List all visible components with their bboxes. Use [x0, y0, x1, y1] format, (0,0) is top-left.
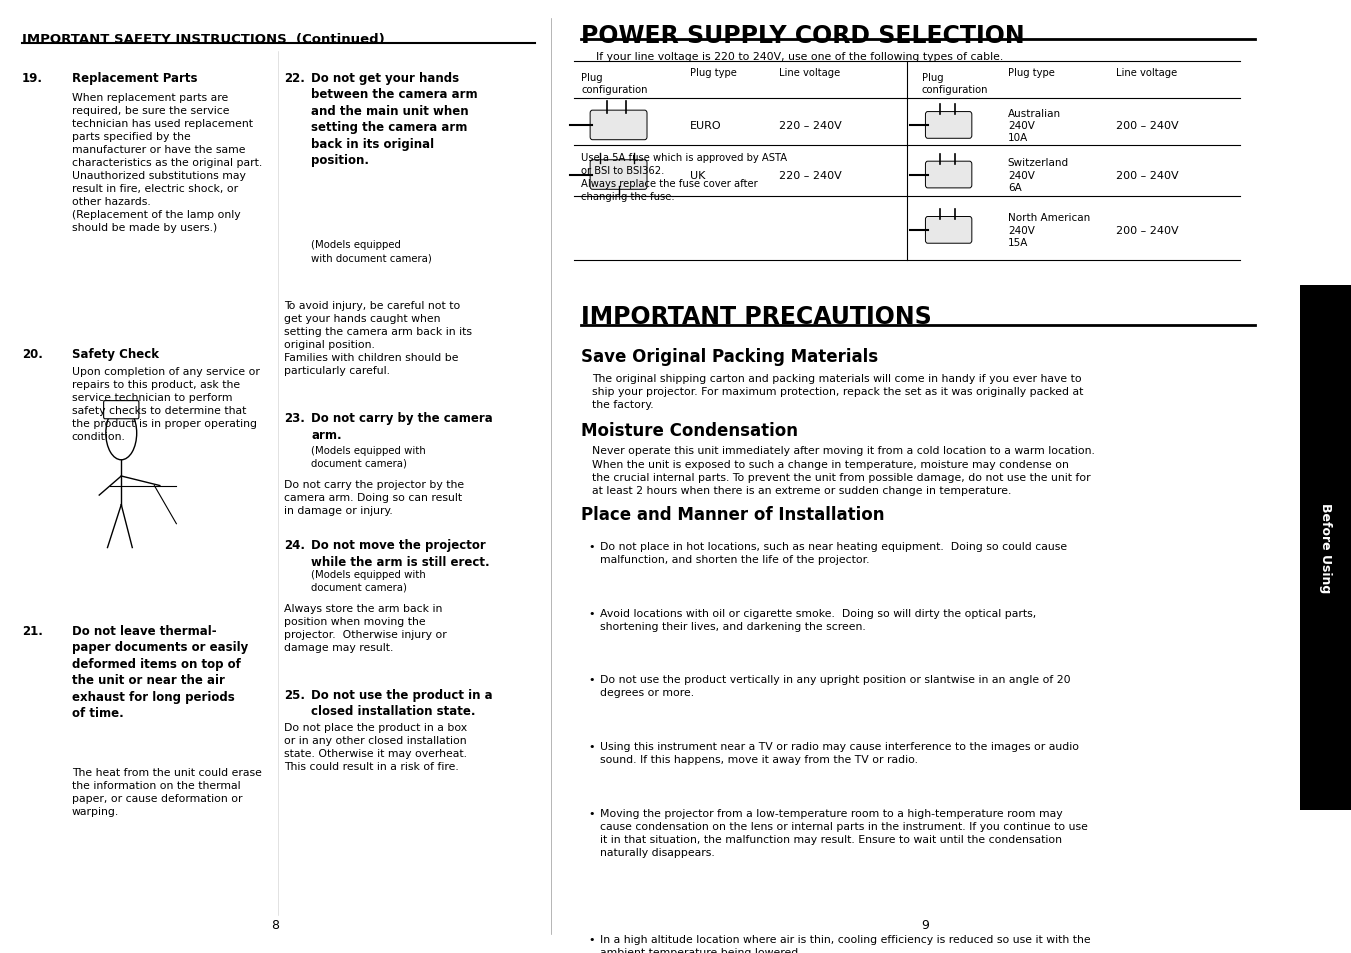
- FancyBboxPatch shape: [925, 112, 971, 139]
- Text: Do not carry the projector by the
camera arm. Doing so can result
in damage or i: Do not carry the projector by the camera…: [284, 479, 463, 516]
- Text: Always store the arm back in
position when moving the
projector.  Otherwise inju: Always store the arm back in position wh…: [284, 603, 447, 652]
- Text: 8: 8: [272, 918, 280, 931]
- Text: (Models equipped
with document camera): (Models equipped with document camera): [312, 240, 432, 263]
- FancyBboxPatch shape: [925, 217, 971, 244]
- Text: Plug
configuration: Plug configuration: [921, 73, 988, 95]
- Text: Avoid locations with oil or cigarette smoke.  Doing so will dirty the optical pa: Avoid locations with oil or cigarette sm…: [600, 608, 1036, 631]
- Text: •: •: [589, 808, 596, 818]
- Text: Do not use the product vertically in any upright position or slantwise in an ang: Do not use the product vertically in any…: [600, 675, 1070, 698]
- Text: Before Using: Before Using: [1319, 503, 1332, 593]
- Text: Plug type: Plug type: [1008, 68, 1055, 77]
- Text: When replacement parts are
required, be sure the service
technician has used rep: When replacement parts are required, be …: [72, 92, 262, 233]
- Text: •: •: [589, 608, 596, 618]
- Text: Save Original Packing Materials: Save Original Packing Materials: [581, 348, 878, 366]
- Text: Line voltage: Line voltage: [780, 68, 840, 77]
- Text: Australian
240V
10A: Australian 240V 10A: [1008, 109, 1061, 143]
- Text: Do not place in hot locations, such as near heating equipment.  Doing so could c: Do not place in hot locations, such as n…: [600, 541, 1067, 564]
- Text: Upon completion of any service or
repairs to this product, ask the
service techn: Upon completion of any service or repair…: [72, 367, 259, 442]
- Text: 25.: 25.: [284, 688, 305, 701]
- Text: 19.: 19.: [22, 71, 43, 85]
- Text: Switzerland
240V
6A: Switzerland 240V 6A: [1008, 158, 1069, 193]
- Text: Moisture Condensation: Moisture Condensation: [581, 421, 798, 439]
- Text: Do not leave thermal-
paper documents or easily
deformed items on top of
the uni: Do not leave thermal- paper documents or…: [72, 624, 247, 720]
- Text: Place and Manner of Installation: Place and Manner of Installation: [581, 505, 885, 523]
- Text: IMPORTANT SAFETY INSTRUCTIONS  (Continued): IMPORTANT SAFETY INSTRUCTIONS (Continued…: [22, 33, 385, 47]
- Text: Do not use the product in a
closed installation state.: Do not use the product in a closed insta…: [312, 688, 493, 718]
- FancyBboxPatch shape: [925, 162, 971, 189]
- Text: (Models equipped with
document camera): (Models equipped with document camera): [312, 569, 426, 592]
- Text: Do not carry by the camera
arm.: Do not carry by the camera arm.: [312, 412, 493, 441]
- Text: To avoid injury, be careful not to
get your hands caught when
setting the camera: To avoid injury, be careful not to get y…: [284, 300, 471, 375]
- Text: (Models equipped with
document camera): (Models equipped with document camera): [312, 445, 426, 468]
- Text: 200 – 240V: 200 – 240V: [1116, 121, 1179, 131]
- Text: Do not get your hands
between the camera arm
and the main unit when
setting the : Do not get your hands between the camera…: [312, 71, 478, 167]
- Text: •: •: [589, 741, 596, 751]
- Text: 23.: 23.: [284, 412, 305, 425]
- Text: The heat from the unit could erase
the information on the thermal
paper, or caus: The heat from the unit could erase the i…: [72, 767, 262, 816]
- Text: 24.: 24.: [284, 538, 305, 552]
- Text: Plug
configuration: Plug configuration: [581, 73, 647, 95]
- Text: Never operate this unit immediately after moving it from a cold location to a wa: Never operate this unit immediately afte…: [592, 446, 1096, 495]
- Text: •: •: [589, 934, 596, 943]
- FancyBboxPatch shape: [590, 160, 647, 191]
- Text: Safety Check: Safety Check: [72, 348, 158, 361]
- Text: 21.: 21.: [22, 624, 43, 638]
- Text: Replacement Parts: Replacement Parts: [72, 71, 197, 85]
- Text: Moving the projector from a low-temperature room to a high-temperature room may
: Moving the projector from a low-temperat…: [600, 808, 1088, 857]
- Text: Use a 5A fuse which is approved by ASTA
or BSI to BSI362.
Always replace the fus: Use a 5A fuse which is approved by ASTA …: [581, 152, 788, 201]
- Text: In a high altitude location where air is thin, cooling efficiency is reduced so : In a high altitude location where air is…: [600, 934, 1090, 953]
- FancyBboxPatch shape: [590, 112, 647, 140]
- Text: Do not move the projector
while the arm is still erect.: Do not move the projector while the arm …: [312, 538, 490, 568]
- Text: 220 – 240V: 220 – 240V: [780, 121, 842, 131]
- Text: Line voltage: Line voltage: [1116, 68, 1178, 77]
- Text: 22.: 22.: [284, 71, 305, 85]
- Text: EURO: EURO: [689, 121, 721, 131]
- Text: UK: UK: [689, 171, 705, 180]
- Text: Do not place the product in a box
or in any other closed installation
state. Oth: Do not place the product in a box or in …: [284, 722, 467, 771]
- Text: POWER SUPPLY CORD SELECTION: POWER SUPPLY CORD SELECTION: [581, 24, 1025, 48]
- Text: 20.: 20.: [22, 348, 43, 361]
- Text: Plug type: Plug type: [689, 68, 736, 77]
- Text: 220 – 240V: 220 – 240V: [780, 171, 842, 180]
- FancyBboxPatch shape: [104, 401, 139, 419]
- Text: North American
240V
15A: North American 240V 15A: [1008, 213, 1090, 248]
- Text: 200 – 240V: 200 – 240V: [1116, 171, 1179, 180]
- Text: •: •: [589, 541, 596, 551]
- Text: IMPORTANT PRECAUTIONS: IMPORTANT PRECAUTIONS: [581, 305, 932, 329]
- Text: 9: 9: [921, 918, 929, 931]
- Text: The original shipping carton and packing materials will come in handy if you eve: The original shipping carton and packing…: [592, 374, 1084, 410]
- Text: Using this instrument near a TV or radio may cause interference to the images or: Using this instrument near a TV or radio…: [600, 741, 1079, 764]
- Text: 200 – 240V: 200 – 240V: [1116, 226, 1179, 235]
- Text: •: •: [589, 675, 596, 684]
- Text: If your line voltage is 220 to 240V, use one of the following types of cable.: If your line voltage is 220 to 240V, use…: [596, 52, 1004, 62]
